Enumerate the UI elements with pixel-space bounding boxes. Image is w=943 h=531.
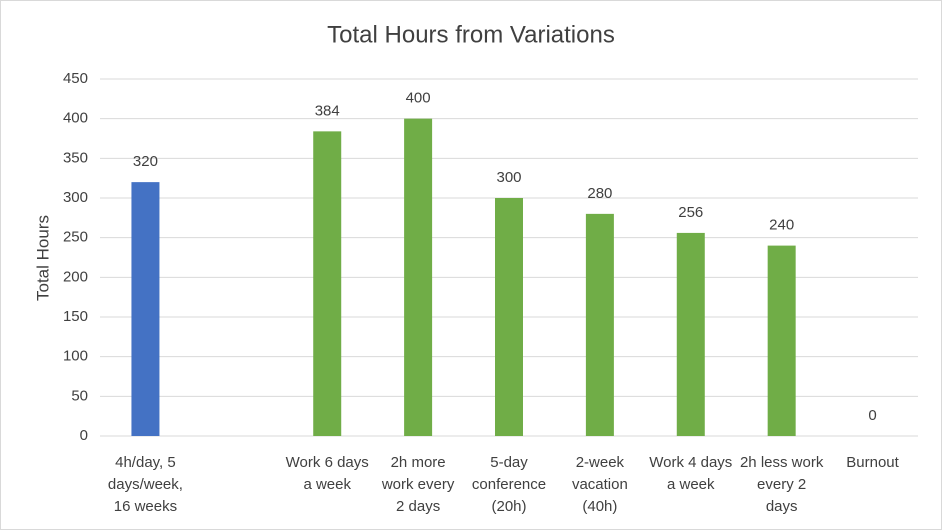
y-tick-label: 450 — [63, 70, 88, 87]
y-tick-label: 350 — [63, 149, 88, 166]
bar — [676, 232, 705, 436]
x-tick-label: 2h less work every 2 days — [739, 454, 824, 515]
chart-title: Total Hours from Variations — [327, 21, 615, 48]
x-tick-label: 2-week vacation (40h) — [571, 454, 628, 515]
data-label: 400 — [406, 90, 431, 107]
bar — [313, 131, 342, 437]
x-tick-label: Burnout — [846, 454, 899, 471]
bar — [404, 118, 433, 437]
y-tick-label: 250 — [63, 229, 88, 246]
x-tick-label: 4h/day, 5 days/week, 16 weeks — [107, 454, 183, 515]
data-label: 280 — [587, 185, 612, 202]
x-tick-label: 2h more work every 2 days — [381, 454, 455, 515]
x-tick-label: Work 4 days a week — [649, 454, 733, 493]
y-tick-label: 100 — [63, 348, 88, 365]
data-label: 320 — [133, 153, 158, 170]
x-tick-label: 5-day conference (20h) — [471, 454, 547, 515]
y-axis-label: Total Hours — [33, 215, 52, 301]
data-label: 256 — [678, 204, 703, 221]
bar — [585, 213, 614, 436]
data-label: 384 — [315, 102, 340, 119]
y-tick-label: 400 — [63, 110, 88, 127]
x-tick-label: Work 6 days a week — [285, 454, 369, 493]
y-tick-label: 50 — [71, 387, 88, 404]
bar — [131, 182, 160, 436]
data-label: 0 — [868, 407, 876, 424]
y-tick-label: 0 — [80, 427, 88, 444]
data-label: 240 — [769, 217, 794, 234]
y-tick-label: 300 — [63, 189, 88, 206]
y-tick-label: 150 — [63, 308, 88, 325]
bar — [495, 198, 523, 436]
y-tick-label: 200 — [63, 268, 88, 285]
bar — [767, 245, 796, 436]
data-label: 300 — [496, 169, 521, 186]
